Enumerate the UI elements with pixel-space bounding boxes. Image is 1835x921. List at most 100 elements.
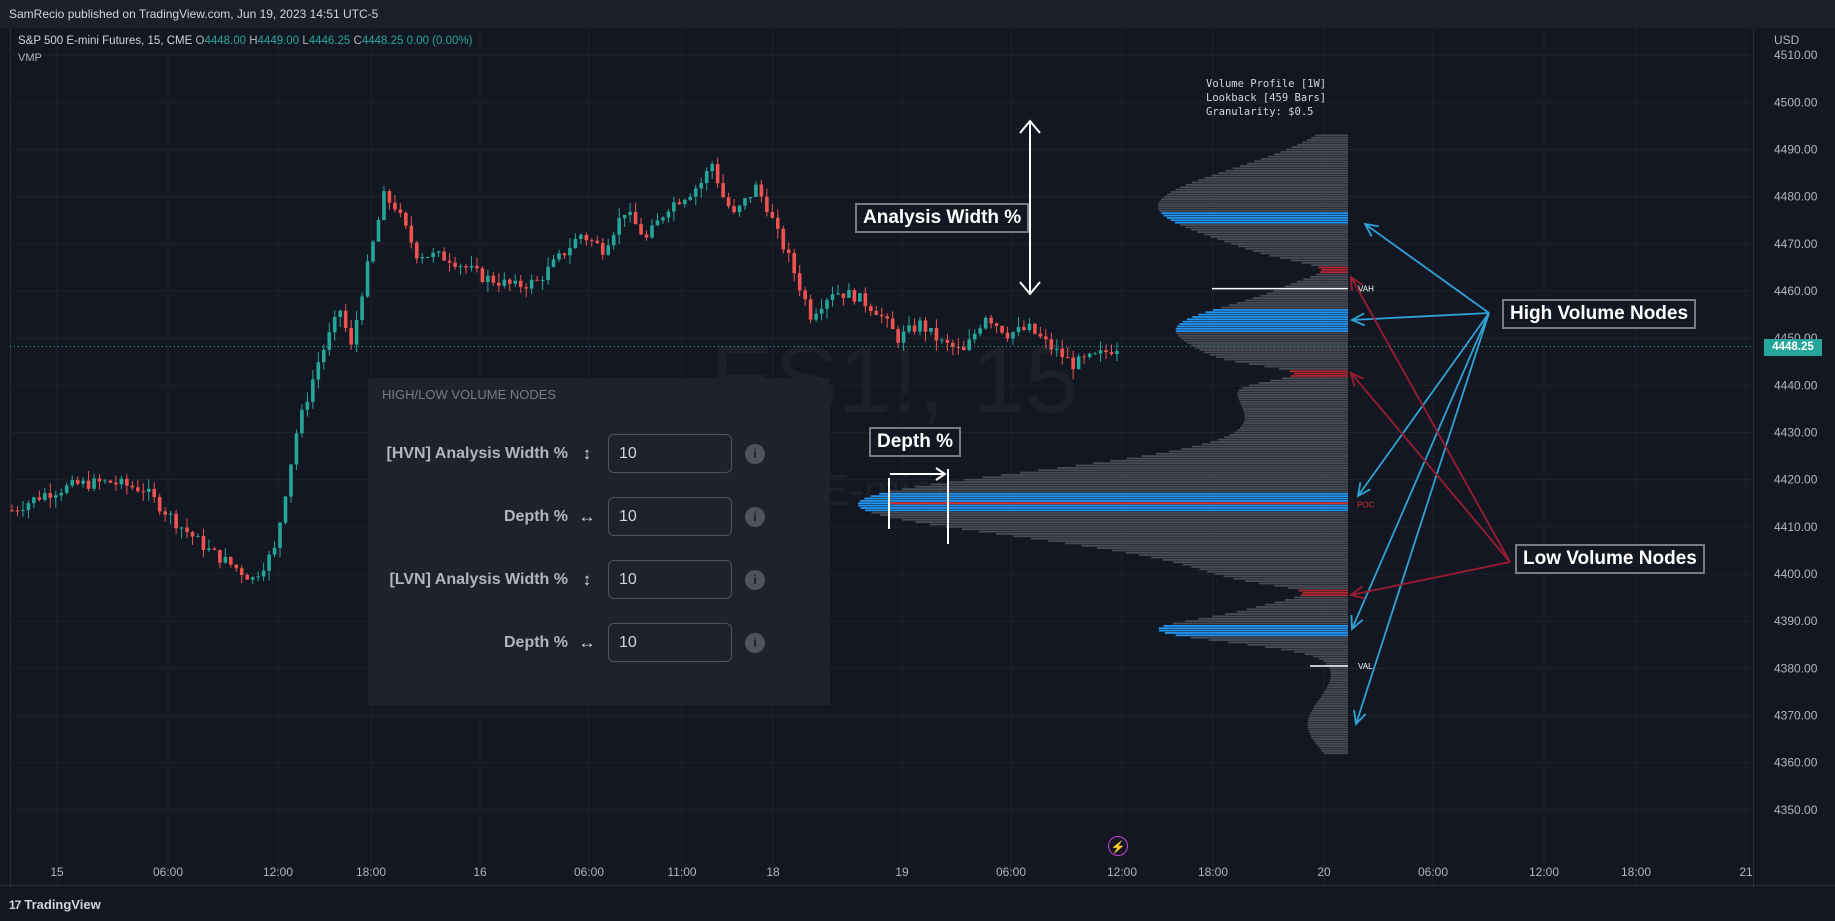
candle-body	[365, 261, 370, 297]
candle-body	[1054, 348, 1059, 350]
candle-body	[951, 342, 955, 347]
candle-body	[628, 211, 632, 215]
candle-body	[639, 224, 643, 235]
volume-profile-bar	[1311, 735, 1348, 738]
volume-profile-bar	[1057, 466, 1348, 469]
volume-profile-bar	[1328, 683, 1348, 686]
volume-profile-info: Volume Profile [1W] Lookback [459 Bars] …	[1206, 78, 1327, 118]
candle-body	[1000, 326, 1004, 333]
candle-body	[1115, 350, 1119, 355]
candle-body	[404, 212, 408, 226]
volume-profile-bar	[1169, 450, 1348, 453]
candle-body	[847, 290, 851, 298]
currency-label[interactable]: USD	[1774, 33, 1800, 47]
candle-body	[245, 574, 250, 580]
volume-profile-bar	[1238, 245, 1348, 248]
volume-profile-bar	[1162, 558, 1348, 561]
lvn-arrow-head	[1349, 275, 1363, 292]
volume-profile-bar	[1075, 464, 1348, 467]
price-tick-label: 4510.00	[1774, 48, 1818, 62]
candle-body	[218, 549, 222, 563]
info-icon[interactable]: i	[745, 570, 765, 590]
volume-profile-bar	[1224, 358, 1348, 361]
time-tick-label: 06:00	[996, 865, 1026, 879]
lvn-arrow	[1350, 276, 1511, 563]
volume-profile-bar	[1110, 459, 1348, 462]
candle-body	[327, 332, 332, 350]
volume-profile-bar	[1286, 148, 1348, 151]
candle-body	[75, 480, 80, 484]
volume-profile-bar	[1175, 327, 1348, 330]
candle-body	[26, 503, 31, 510]
volume-profile-bar	[1185, 226, 1348, 229]
volume-profile-bar	[1245, 299, 1348, 302]
candle-body	[207, 548, 211, 550]
volume-profile-bar	[1195, 346, 1348, 349]
volume-profile-bar	[890, 516, 1348, 519]
volume-profile-bar	[1274, 601, 1348, 604]
volume-profile-bar	[1197, 231, 1348, 233]
candle-body	[398, 209, 403, 213]
candle-body	[1087, 353, 1092, 358]
info-icon[interactable]: i	[745, 444, 765, 464]
indicator-name[interactable]: VMP	[18, 52, 42, 64]
candle-body	[600, 243, 605, 255]
candle-body	[513, 280, 518, 284]
candle-body	[305, 401, 310, 410]
candle-body	[185, 527, 189, 533]
low-value: 4446.25	[308, 35, 351, 47]
volume-profile-bar	[964, 478, 1348, 481]
lvn-depth-input[interactable]	[608, 623, 732, 662]
volume-profile-bar	[1247, 643, 1348, 646]
candle-body	[272, 547, 277, 555]
volume-profile-bar	[1238, 389, 1348, 391]
volume-profile-bar	[1159, 200, 1348, 203]
candle-body	[163, 511, 167, 515]
candle-body	[579, 234, 583, 239]
symbol-name[interactable]: S&P 500 E-mini Futures, 15, CME	[18, 35, 193, 47]
volume-profile-bar	[1215, 356, 1348, 358]
time-tick-label: 20	[1317, 865, 1331, 879]
volume-profile-bar	[1280, 151, 1348, 153]
volume-profile-bar	[1240, 426, 1348, 429]
candle-body	[1005, 332, 1010, 339]
volume-profile-bar	[1317, 745, 1348, 748]
volume-profile-bar	[1175, 221, 1348, 224]
volume-profile-bar	[1237, 391, 1348, 394]
volume-profile-bar	[1187, 342, 1348, 344]
candle-body	[190, 532, 195, 537]
info-icon[interactable]: i	[745, 633, 765, 653]
volume-profile-bar	[1316, 273, 1348, 276]
candle-body	[108, 480, 113, 483]
hvn-depth-input[interactable]	[608, 497, 732, 536]
candle-body	[179, 527, 184, 529]
volume-profile-bar	[1321, 695, 1348, 698]
candle-body	[535, 279, 539, 281]
vertical-arrow-icon: ↕	[582, 570, 592, 589]
time-tick-label: 12:00	[1107, 865, 1137, 879]
candle-body	[196, 536, 200, 538]
volume-profile-bar	[1308, 716, 1348, 719]
hvn-width-input[interactable]	[608, 434, 732, 473]
volume-profile-bar	[1220, 306, 1348, 309]
candle-body	[223, 556, 228, 563]
time-axis: 15 06:00 12:00 18:00 16 06:00 11:00 18 19 06:00 12…	[50, 865, 1753, 879]
info-icon[interactable]: i	[745, 507, 765, 527]
lvn-width-input[interactable]	[608, 560, 732, 599]
volume-profile-bar	[1167, 193, 1348, 196]
volume-profile-bar	[1298, 589, 1348, 592]
volume-profile-bar	[1182, 563, 1348, 566]
candle-body	[611, 234, 616, 246]
price-tick-label: 4410.00	[1774, 520, 1818, 534]
lightning-icon[interactable]: ⚡	[1108, 836, 1128, 856]
volume-profile-bar	[1301, 594, 1348, 597]
time-tick-label: 18:00	[1621, 865, 1651, 879]
candle-body	[502, 279, 507, 286]
volume-profile-bar	[1241, 405, 1348, 408]
price-tick-label: 4480.00	[1774, 190, 1818, 204]
footer-bar: 17 TradingView	[0, 889, 1835, 921]
tradingview-logo[interactable]: 17 TradingView	[9, 889, 101, 921]
high-value: 4449.00	[257, 35, 300, 47]
volume-profile-bar	[982, 476, 1348, 479]
